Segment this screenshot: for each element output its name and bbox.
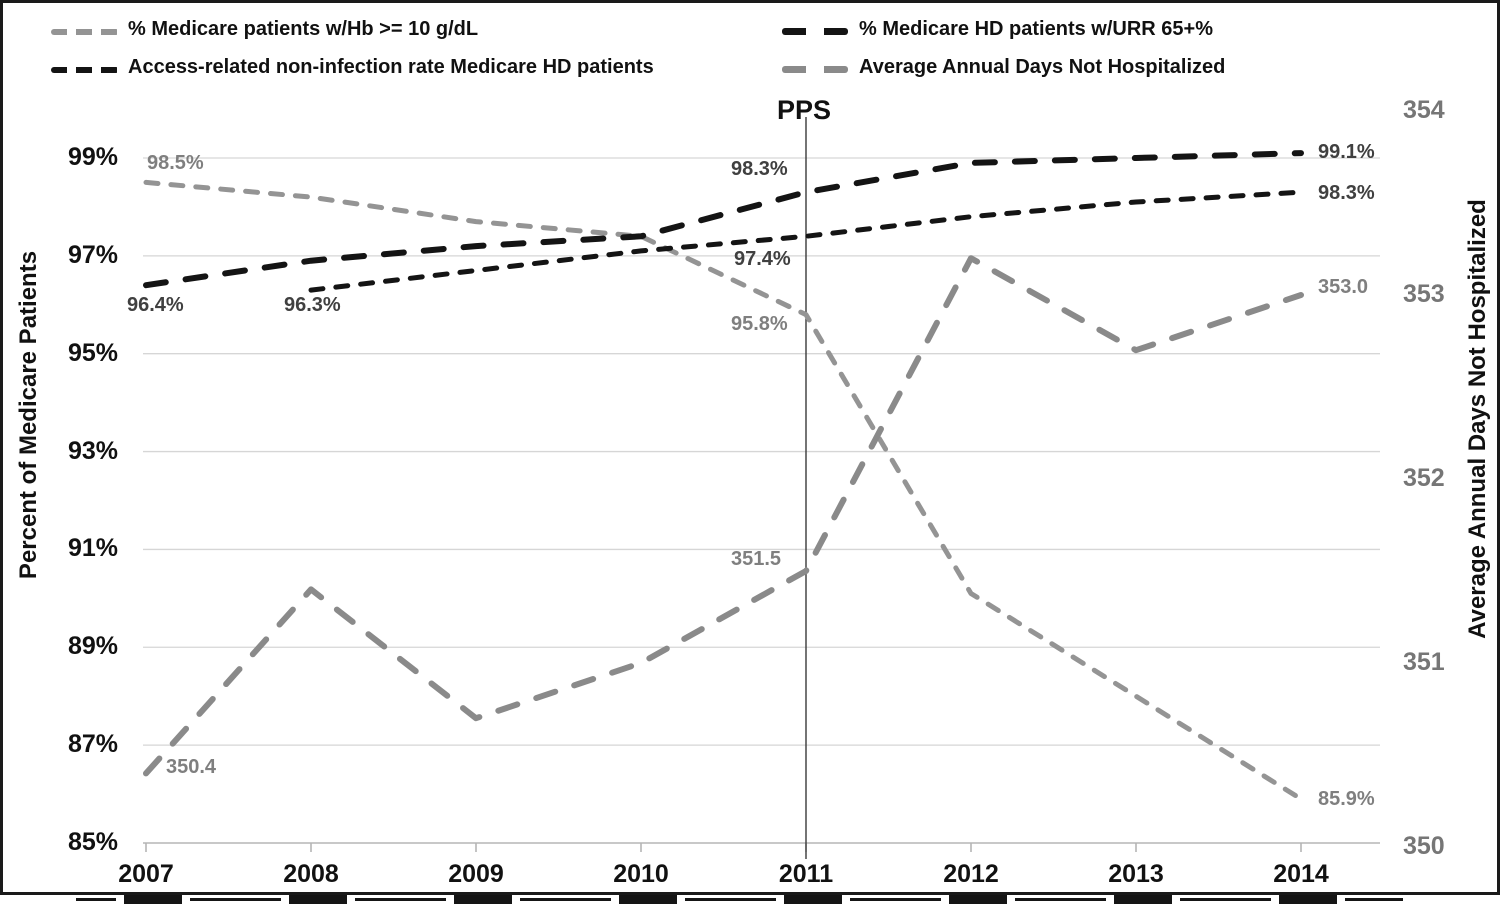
cropped-cell xyxy=(289,895,347,904)
series-line-hb xyxy=(143,179,1304,802)
data-label-days: 353.0 xyxy=(1318,276,1369,298)
cropped-cell xyxy=(949,895,1007,904)
legend-dash-urr-icon xyxy=(782,28,848,35)
data-label-days: 350.4 xyxy=(166,756,217,778)
x-tick-label: 2014 xyxy=(1273,860,1329,888)
right-tick-label: 354 xyxy=(1403,96,1445,124)
left-tick-label: 89% xyxy=(67,632,118,661)
cropped-cell-border xyxy=(76,898,116,901)
right-tick-label: 353 xyxy=(1403,280,1445,308)
cropped-cell-border xyxy=(520,898,611,901)
legend-dash-days-icon xyxy=(782,66,848,73)
right-tick-label: 352 xyxy=(1403,464,1445,492)
left-tick-label: 91% xyxy=(67,534,118,563)
cropped-cell-border xyxy=(355,898,446,901)
chart-canvas xyxy=(143,117,1380,859)
pps-annotation: PPS xyxy=(776,95,832,125)
data-label-urr: 99.1% xyxy=(1318,141,1375,163)
cropped-cell-border xyxy=(685,898,776,901)
cropped-cell xyxy=(454,895,512,904)
data-label-hb: 95.8% xyxy=(731,313,788,335)
cropped-cell xyxy=(619,895,677,904)
data-label-urr: 96.4% xyxy=(127,294,184,316)
x-tick-label: 2007 xyxy=(118,860,174,888)
legend-item-days: Average Annual Days Not Hospitalized xyxy=(859,56,1226,78)
data-label-access: 97.4% xyxy=(734,248,791,270)
legend-item-hb: % Medicare patients w/Hb >= 10 g/dL xyxy=(128,18,479,40)
x-tick-label: 2008 xyxy=(283,860,339,888)
legend-dash-hb-icon xyxy=(51,29,119,35)
left-tick-label: 93% xyxy=(67,436,118,465)
left-tick-label: 85% xyxy=(67,828,118,856)
left-axis-title: Percent of Medicare Patients xyxy=(15,250,42,580)
data-label-days: 351.5 xyxy=(731,548,782,570)
cropped-cell-border xyxy=(1345,898,1403,901)
x-tick-label: 2011 xyxy=(778,860,834,888)
x-tick-label: 2010 xyxy=(613,860,669,888)
data-label-hb: 98.5% xyxy=(147,152,204,174)
cropped-cell-border xyxy=(850,898,941,901)
cropped-cell xyxy=(124,895,182,904)
cropped-cell xyxy=(1279,895,1337,904)
legend-item-urr: % Medicare HD patients w/URR 65+% xyxy=(859,18,1213,40)
data-label-urr: 98.3% xyxy=(731,158,788,180)
right-tick-label: 351 xyxy=(1403,648,1445,676)
data-label-access: 96.3% xyxy=(284,294,341,316)
left-tick-label: 97% xyxy=(67,240,118,269)
cropped-cell xyxy=(784,895,842,904)
data-label-access: 98.3% xyxy=(1318,182,1375,204)
x-tick-label: 2012 xyxy=(943,860,999,888)
cropped-table-row xyxy=(0,895,1500,904)
series-line-access xyxy=(308,189,1304,293)
series-line-urr xyxy=(143,150,1304,289)
left-tick-label: 95% xyxy=(67,338,118,367)
x-tick-label: 2013 xyxy=(1108,860,1164,888)
left-tick-label: 99% xyxy=(67,142,118,171)
cropped-cell-border xyxy=(190,898,281,901)
cropped-cell-border xyxy=(1015,898,1106,901)
x-tick-label: 2009 xyxy=(448,860,504,888)
legend-item-access: Access-related non-infection rate Medica… xyxy=(128,56,654,78)
right-axis-title: Average Annual Days Not Hospitalized xyxy=(1464,199,1491,639)
data-label-hb: 85.9% xyxy=(1318,788,1375,810)
series-line-days xyxy=(143,255,1304,777)
right-tick-label: 350 xyxy=(1403,832,1445,860)
cropped-cell-border xyxy=(1180,898,1271,901)
legend-dash-access-icon xyxy=(51,67,119,73)
cropped-cell xyxy=(1114,895,1172,904)
left-tick-label: 87% xyxy=(67,730,118,759)
